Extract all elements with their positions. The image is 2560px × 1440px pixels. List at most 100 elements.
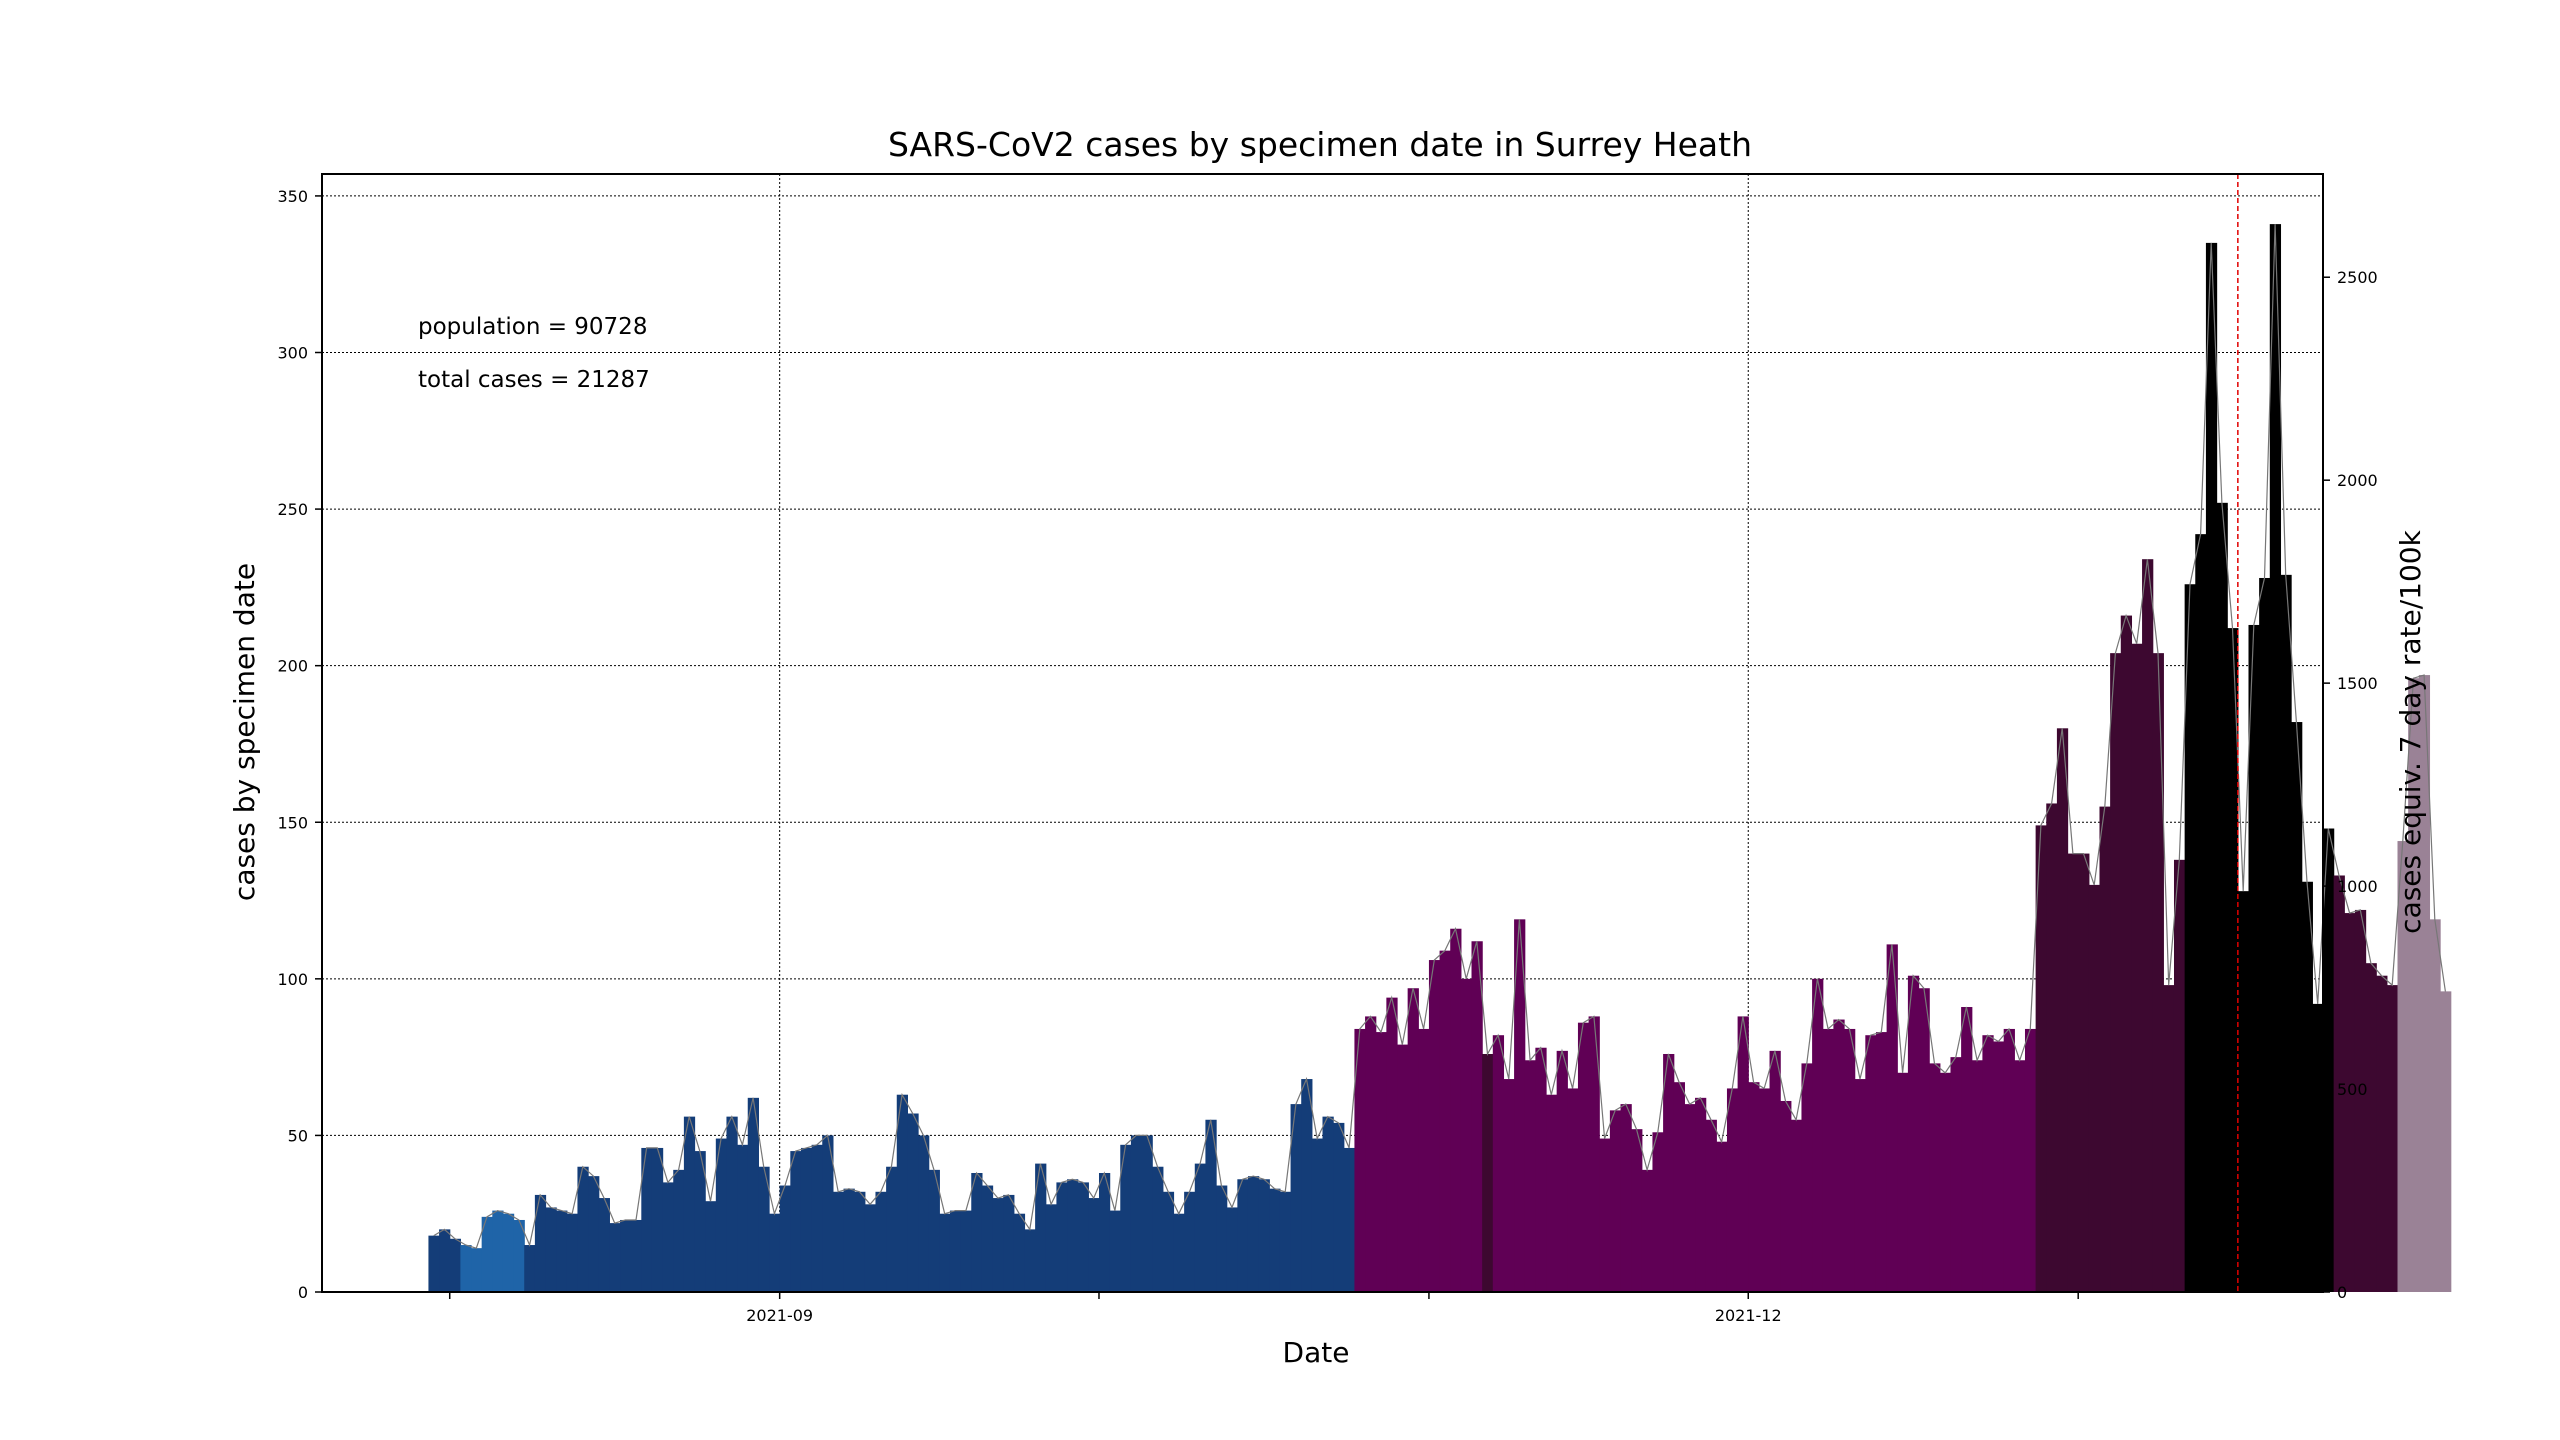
bar <box>1205 1119 1217 1292</box>
bar <box>2301 881 2313 1292</box>
bar <box>2354 909 2367 1292</box>
bar <box>1109 1210 1121 1292</box>
bar <box>960 1210 972 1292</box>
bar <box>1162 1191 1175 1292</box>
bar <box>1907 975 1920 1292</box>
bar <box>1226 1207 1238 1292</box>
bar <box>1833 1019 1845 1292</box>
bar <box>1354 1028 1366 1292</box>
bar <box>1439 950 1451 1292</box>
grid <box>322 174 2323 1292</box>
population-annotation: population = 90728 <box>418 314 647 340</box>
bar <box>1971 1060 1984 1292</box>
bar <box>534 1194 547 1292</box>
bar <box>1726 1088 1739 1292</box>
y2-tick-label: 500 <box>2337 1080 2368 1099</box>
bar <box>577 1166 589 1292</box>
bar <box>2291 722 2303 1292</box>
y2-tick-label: 1000 <box>2337 877 2378 896</box>
bar <box>1077 1182 1089 1292</box>
bar <box>2280 574 2292 1292</box>
bar <box>1695 1097 1707 1292</box>
bar <box>1492 1035 1505 1292</box>
bar <box>1120 1144 1132 1292</box>
bar <box>1822 1028 1834 1292</box>
bar <box>1705 1119 1717 1292</box>
y2-tick-label: 2000 <box>2337 471 2378 490</box>
bar <box>460 1245 472 1292</box>
bar <box>1801 1063 1813 1292</box>
bar <box>971 1172 983 1292</box>
bar <box>439 1229 451 1292</box>
bar <box>811 1144 823 1292</box>
bar <box>2173 859 2186 1292</box>
bar <box>1184 1191 1196 1292</box>
bar <box>2163 985 2175 1292</box>
bar <box>1897 1072 1909 1292</box>
y-tick-label: 50 <box>288 1126 308 1145</box>
y2-axis-label: cases equiv. 7 day rate/100k <box>2394 529 2427 933</box>
bar <box>1812 978 1824 1292</box>
bar <box>1929 1063 1941 1292</box>
y-tick-label: 150 <box>277 813 308 832</box>
bar <box>2088 884 2101 1292</box>
bar <box>2397 841 2409 1292</box>
bar <box>1939 1072 1952 1292</box>
bar <box>1428 960 1441 1292</box>
bar <box>1013 1213 1026 1292</box>
bar <box>1854 1079 1866 1292</box>
bar <box>1258 1179 1270 1292</box>
bar <box>800 1147 813 1292</box>
bar <box>2237 891 2250 1292</box>
bar <box>2227 628 2239 1292</box>
bar <box>726 1116 738 1292</box>
bar <box>449 1238 461 1292</box>
bars <box>428 224 2452 1293</box>
bar <box>2003 1028 2015 1292</box>
bar <box>1333 1122 1345 1292</box>
bar <box>2205 242 2218 1292</box>
bar <box>2184 584 2196 1292</box>
y-axis-label: cases by specimen date <box>228 563 261 901</box>
y2-tick-label: 1500 <box>2337 674 2378 693</box>
bar <box>641 1147 653 1292</box>
bar <box>939 1213 951 1292</box>
y2-tick-label: 0 <box>2337 1283 2347 1302</box>
bar <box>886 1166 898 1292</box>
bar <box>1141 1135 1153 1292</box>
bar <box>1609 1110 1622 1292</box>
bar <box>1247 1176 1260 1292</box>
bar <box>1514 919 1526 1292</box>
bar <box>2269 224 2282 1292</box>
bar <box>1397 1044 1409 1292</box>
bar <box>1269 1188 1281 1292</box>
bar <box>928 1169 940 1292</box>
bar <box>1961 1007 1973 1292</box>
bar <box>694 1151 706 1292</box>
bar <box>588 1176 600 1292</box>
bar <box>492 1210 504 1292</box>
chart-title: SARS-CoV2 cases by specimen date in Surr… <box>888 125 1752 164</box>
bar <box>1375 1032 1387 1292</box>
bar <box>790 1151 802 1292</box>
bar <box>1663 1053 1675 1292</box>
trend-line <box>433 224 2446 1249</box>
total-cases-annotation: total cases = 21287 <box>418 367 650 393</box>
bar <box>1407 988 1419 1292</box>
bar <box>2110 653 2122 1292</box>
bar <box>545 1207 557 1292</box>
bar <box>992 1198 1004 1292</box>
bar <box>2429 919 2441 1292</box>
bar <box>1748 1082 1760 1292</box>
bar <box>683 1116 696 1292</box>
bar <box>779 1185 791 1292</box>
bar <box>875 1191 887 1292</box>
bar <box>2344 913 2356 1292</box>
bar <box>949 1210 962 1292</box>
bar <box>2365 963 2377 1292</box>
bar <box>1673 1082 1685 1292</box>
bar <box>2248 624 2260 1292</box>
y-tick-label: 350 <box>277 187 308 206</box>
bar <box>1035 1163 1047 1292</box>
bar <box>832 1191 845 1292</box>
